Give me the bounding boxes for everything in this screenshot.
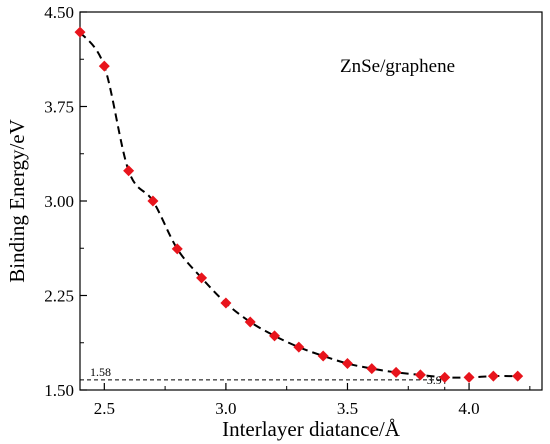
data-point xyxy=(414,369,426,381)
data-point xyxy=(390,366,402,378)
x-tick-label: 2.5 xyxy=(94,399,115,418)
data-point xyxy=(74,26,86,38)
data-point xyxy=(439,371,451,383)
data-point xyxy=(487,370,499,382)
data-point xyxy=(171,243,183,255)
y-tick-label: 3.75 xyxy=(44,98,74,117)
data-point xyxy=(98,60,110,72)
data-point xyxy=(220,297,232,309)
series-markers xyxy=(74,26,524,383)
data-point xyxy=(196,272,208,284)
data-point xyxy=(341,358,353,370)
data-point xyxy=(512,370,524,382)
series-line-zn-se-graphene xyxy=(79,31,518,379)
axis-tick-labels: 2.5 3.0 3.5 4.0 1.50 2.25 3.00 3.75 4.50 xyxy=(44,3,479,418)
data-point xyxy=(123,165,135,177)
data-point xyxy=(463,371,475,383)
series-label: ZnSe/graphene xyxy=(340,56,455,77)
y-reference-label: 1.58 xyxy=(90,365,111,379)
data-point xyxy=(366,363,378,375)
annotations: 1.583.9 xyxy=(80,365,446,390)
axis-ticks xyxy=(80,11,531,391)
data-point xyxy=(269,330,281,342)
y-tick-label: 2.25 xyxy=(44,287,74,306)
data-point xyxy=(147,195,159,207)
data-point xyxy=(317,350,329,362)
y-tick-label: 3.00 xyxy=(44,192,74,211)
x-tick-label: 3.0 xyxy=(215,399,236,418)
data-point xyxy=(244,316,256,328)
data-point xyxy=(293,341,305,353)
y-axis-title: Binding Energy/eV xyxy=(5,119,29,283)
x-axis-title: Interlayer diatance/Å xyxy=(222,417,401,441)
y-tick-label: 4.50 xyxy=(44,3,74,22)
x-tick-label: 3.5 xyxy=(337,399,358,418)
x-tick-label: 4.0 xyxy=(458,399,479,418)
y-tick-label: 1.50 xyxy=(44,381,74,400)
